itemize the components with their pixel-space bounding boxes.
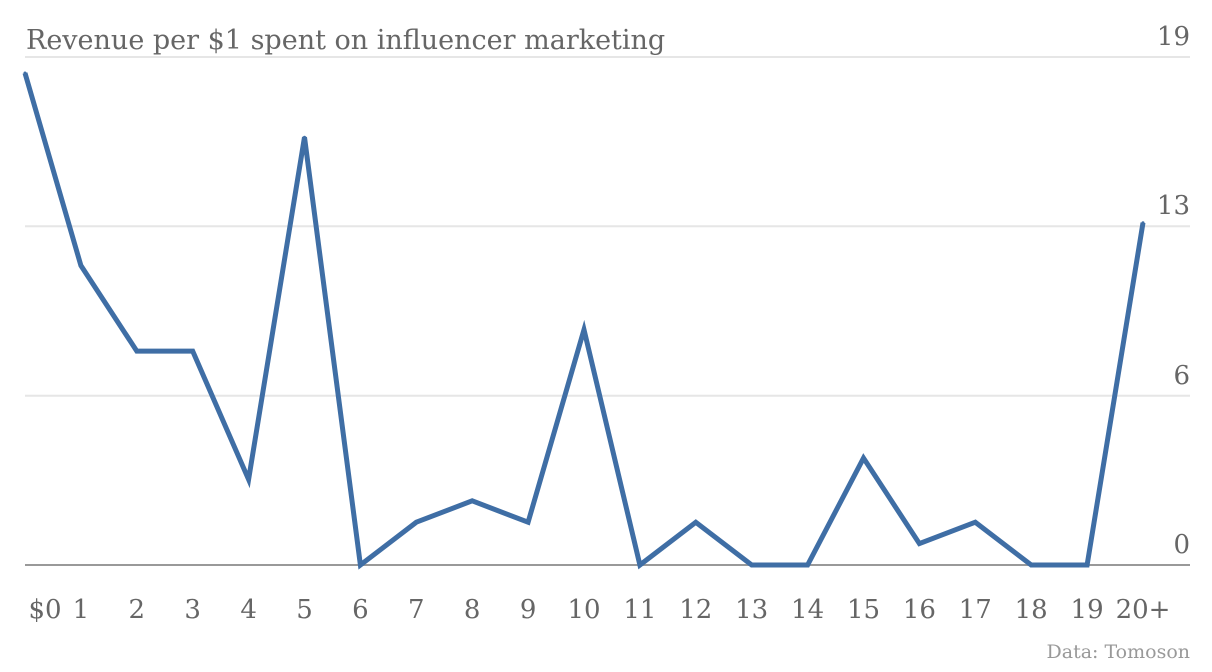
data-point xyxy=(638,563,642,567)
data-point xyxy=(470,499,474,503)
y-tick-label: 0 xyxy=(1173,530,1190,560)
data-point xyxy=(750,563,754,567)
data-point xyxy=(917,542,921,546)
data-point xyxy=(303,135,306,139)
x-tick-label: 10 xyxy=(567,595,600,625)
x-tick-label: 15 xyxy=(847,595,880,625)
data-point xyxy=(694,520,698,524)
x-tick-label: 6 xyxy=(352,595,369,625)
x-tick-label: 19 xyxy=(1071,595,1104,625)
x-tick-label: 1 xyxy=(73,595,90,625)
data-point xyxy=(582,328,586,332)
x-tick-label: 20+ xyxy=(1116,595,1171,625)
x-tick-label: 4 xyxy=(240,595,257,625)
x-tick-label: 18 xyxy=(1015,595,1048,625)
data-point xyxy=(526,520,530,524)
x-tick-label: 5 xyxy=(296,595,313,625)
data-point xyxy=(1085,563,1089,567)
x-tick-label: 8 xyxy=(464,595,481,625)
x-tick-label: 9 xyxy=(520,595,537,625)
chart-title: Revenue per $1 spent on influencer marke… xyxy=(26,25,665,56)
x-tick-label: 2 xyxy=(129,595,146,625)
x-tick-label: 3 xyxy=(184,595,201,625)
y-tick-label: 13 xyxy=(1157,191,1190,221)
data-point xyxy=(1029,563,1033,567)
data-point xyxy=(79,264,83,268)
data-point xyxy=(1141,221,1145,225)
y-tick-label: 19 xyxy=(1157,22,1190,52)
x-tick-label: 16 xyxy=(903,595,936,625)
data-point xyxy=(23,71,27,75)
data-point xyxy=(973,520,977,524)
y-tick-label: 6 xyxy=(1173,361,1190,391)
series-line xyxy=(22,72,1146,570)
x-tick-label: $0 xyxy=(28,595,61,625)
x-tick-label: 7 xyxy=(408,595,425,625)
x-tick-label: 11 xyxy=(623,595,656,625)
x-tick-label: 17 xyxy=(959,595,992,625)
data-point xyxy=(358,563,362,567)
data-point xyxy=(414,520,418,524)
chart-source: Data: Tomoson xyxy=(1047,641,1190,663)
data-point xyxy=(191,349,195,353)
data-point xyxy=(135,349,139,353)
x-tick-label: 13 xyxy=(735,595,768,625)
data-point xyxy=(247,477,251,481)
data-point xyxy=(862,456,865,460)
x-tick-label: 14 xyxy=(791,595,824,625)
data-point xyxy=(806,563,810,567)
x-tick-label: 12 xyxy=(679,595,712,625)
